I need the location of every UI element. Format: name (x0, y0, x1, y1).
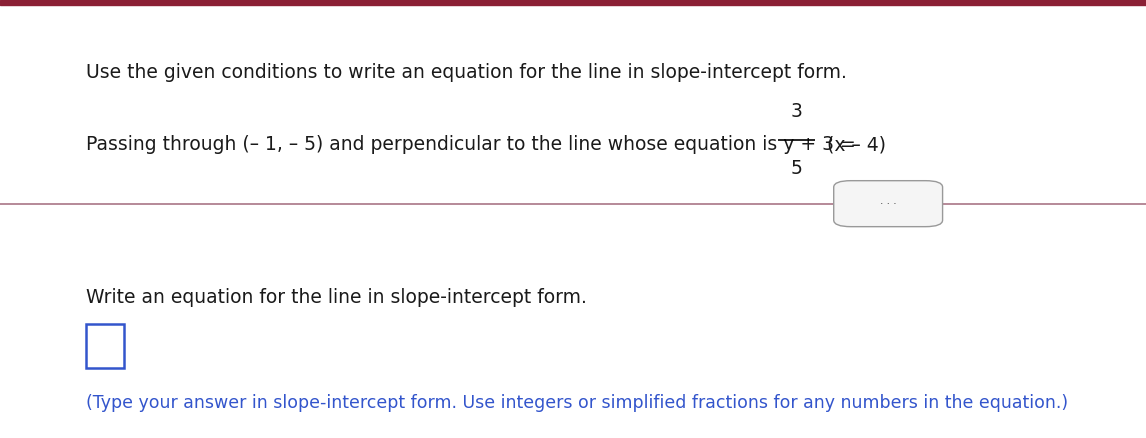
Text: Write an equation for the line in slope-intercept form.: Write an equation for the line in slope-… (86, 288, 587, 307)
FancyBboxPatch shape (834, 181, 942, 227)
FancyBboxPatch shape (86, 324, 124, 368)
Text: Passing through (– 1, – 5) and perpendicular to the line whose equation is y + 3: Passing through (– 1, – 5) and perpendic… (86, 135, 856, 154)
Text: · · ·: · · · (880, 199, 896, 208)
Text: Use the given conditions to write an equation for the line in slope-intercept fo: Use the given conditions to write an equ… (86, 63, 847, 82)
Text: (x – 4): (x – 4) (827, 135, 886, 154)
Text: 5: 5 (791, 159, 802, 178)
Text: 3: 3 (791, 102, 802, 121)
Text: (Type your answer in slope-intercept form. Use integers or simplified fractions : (Type your answer in slope-intercept for… (86, 394, 1068, 412)
Bar (0, 0, 1146, 5)
